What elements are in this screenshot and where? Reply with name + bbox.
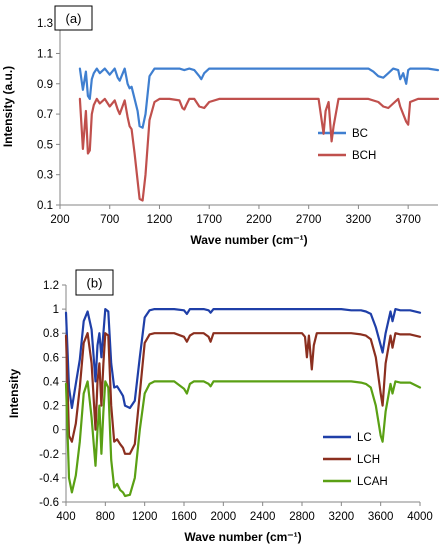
x-tick-label: 2800 xyxy=(289,511,315,523)
y-tick-label: 0.4 xyxy=(43,376,60,388)
x-tick-label: 1600 xyxy=(171,511,197,523)
legend-label-bch: BCH xyxy=(352,150,376,162)
panel-a-chart: 0.1 0.3 0.5 0.7 0.9 1.1 1.3 200 700 1200 1700 2200 2… xyxy=(1,5,440,247)
panel-label-box xyxy=(75,269,114,296)
x-tick-label: 1200 xyxy=(132,511,158,523)
y-tick-label: 0.5 xyxy=(37,139,53,151)
legend-label-lch: LCH xyxy=(357,454,380,466)
series-line-lc xyxy=(64,308,422,410)
x-tick-label: 1700 xyxy=(196,214,222,226)
series-line-lcah xyxy=(64,380,422,498)
panel-label-box xyxy=(54,5,93,31)
y-tick-label: 1.2 xyxy=(43,280,59,292)
x-tick-label: 200 xyxy=(50,214,69,226)
panel-label: (b) xyxy=(87,276,103,291)
y-tick-label: 0 xyxy=(53,425,59,437)
x-tick-label: 400 xyxy=(56,511,75,523)
y-tick-label: 0.3 xyxy=(37,170,53,182)
x-tick-label: 3700 xyxy=(395,214,421,226)
y-tick-label: -0.4 xyxy=(39,473,59,485)
x-tick-label: 3600 xyxy=(368,511,394,523)
x-tick-label: 2400 xyxy=(250,511,276,523)
series-line-lch xyxy=(64,332,422,455)
x-tick-label: 2200 xyxy=(246,214,272,226)
x-tick-label: 700 xyxy=(100,214,119,226)
series-line-bch xyxy=(78,97,440,202)
x-tick-label: 2000 xyxy=(211,511,237,523)
legend-label-lcah: LCAH xyxy=(357,476,388,488)
series-line-bc xyxy=(78,67,440,129)
y-tick-label: -0.2 xyxy=(39,449,59,461)
x-axis-label: Wave number (cm⁻¹) xyxy=(184,530,301,544)
x-tick-label: 1200 xyxy=(147,214,173,226)
y-tick-label: 0.1 xyxy=(37,200,53,212)
y-tick-label: -0.6 xyxy=(39,497,59,509)
y-tick-label: 0.2 xyxy=(43,401,59,413)
y-tick-label: 1.3 xyxy=(37,18,53,30)
x-tick-label: 4000 xyxy=(407,511,433,523)
y-tick-label: 0.6 xyxy=(43,352,59,364)
y-tick-label: 1 xyxy=(53,304,59,316)
x-tick-label: 800 xyxy=(96,511,115,523)
panel-b-chart: -0.6 -0.4 -0.2 0 0.2 0.4 0.6 0.8 1 1.2 400 800 1200 1… xyxy=(7,269,433,544)
x-axis-label: Wave number (cm⁻¹) xyxy=(190,233,307,247)
panel-label: (a) xyxy=(66,11,82,26)
x-tick-label: 2700 xyxy=(296,214,322,226)
y-tick-label: 0.8 xyxy=(43,328,59,340)
y-axis-label: Intensity (a.u.) xyxy=(1,66,15,147)
y-tick-label: 0.9 xyxy=(37,79,53,91)
x-tick-label: 3200 xyxy=(329,511,355,523)
legend-label-lc: LC xyxy=(357,432,372,444)
y-tick-label: 1.1 xyxy=(37,48,53,60)
y-tick-label: 0.7 xyxy=(37,109,53,121)
x-tick-label: 3200 xyxy=(346,214,372,226)
legend-label-bc: BC xyxy=(352,128,368,140)
y-axis-label: Intensity xyxy=(7,369,21,419)
